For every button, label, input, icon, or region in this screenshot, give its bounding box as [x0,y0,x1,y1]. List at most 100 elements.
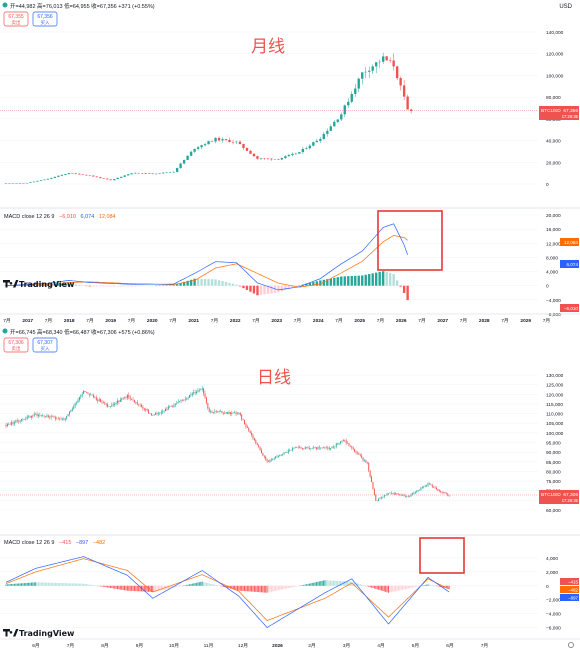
macd-histogram-bar [107,585,109,588]
macd-histogram-bar [22,583,24,586]
candle [193,392,195,394]
candle [372,482,374,490]
macd-histogram-bar [47,582,49,586]
candle [293,447,295,449]
macd-histogram-bar [127,285,130,287]
time-axis-label: 7月 [3,318,10,324]
candle [159,412,161,414]
price-axis-label: 75,000 [546,479,561,485]
daily-signal-value: −482 [93,540,105,546]
candle [189,151,193,156]
candle [29,416,31,418]
macd-histogram-bar [329,278,332,286]
candle [179,401,181,402]
candle [262,453,264,456]
candle [221,411,223,414]
macd-histogram-bar [129,585,131,591]
candle [326,130,329,134]
candle [359,454,361,456]
settings-gear-button[interactable] [568,641,575,648]
macd-histogram-bar [91,585,93,586]
macd-histogram-bar [37,582,39,586]
candle [194,392,196,394]
candle [448,495,450,497]
candle [218,411,220,412]
candle [390,492,392,494]
macd-histogram-bar [310,583,312,586]
macd-histogram-bar [80,583,82,586]
candle [328,447,330,450]
candle [123,175,126,177]
macd-histogram-bar [369,585,371,588]
macd-histogram-bar [74,583,76,586]
candle [166,409,168,410]
macd-histogram-bar [11,583,13,586]
candle [277,159,280,160]
macd-histogram-bar [174,585,176,588]
macd-histogram-bar [308,282,312,286]
macd-histogram-bar [252,585,254,592]
macd-histogram-bar [307,583,309,586]
macd-histogram-bar [198,582,200,586]
candle [95,397,97,400]
candle [260,449,262,454]
candle [294,153,298,155]
candle [385,56,388,61]
candle [15,420,17,423]
tradingview-logo-icon [3,280,19,288]
candle [273,458,275,460]
price-axis-label: 100,000 [546,73,564,79]
monthly-buy-button[interactable]: 67,356 买入 [32,11,58,27]
candle [148,173,151,174]
macd-histogram-bar [293,585,295,587]
candle [189,394,190,398]
candle [227,412,229,414]
candle [124,397,126,398]
macd-axis-label: −6,000 [546,626,561,632]
macd-histogram-bar [327,580,329,586]
candle [378,61,381,63]
candle [354,88,357,94]
macd-histogram-bar [251,585,253,592]
price-tag-symbol: BTCUSD [541,492,561,498]
candle [144,173,147,174]
macd-histogram-bar [196,278,200,286]
candle [310,448,312,449]
macd-histogram-bar [294,285,298,287]
tradingview-logo[interactable]: TradingView [3,629,75,638]
macd-histogram-bar [124,585,126,591]
macd-histogram-bar [320,581,322,586]
candle [8,183,11,184]
macd-histogram-bar [85,584,87,586]
macd-histogram-bar [380,585,382,591]
macd-histogram-bar [214,279,217,286]
macd-histogram-bar [133,585,135,592]
candle [414,491,416,493]
buy-label: 买入 [41,345,50,352]
macd-histogram-bar [265,585,267,593]
macd-histogram-bar [203,278,207,286]
daily-sell-button[interactable]: 67,306 卖出 [3,337,29,353]
candle [380,497,382,499]
macd-histogram-bar [43,284,46,286]
macd-histogram-bar [260,585,262,593]
candle [342,439,344,441]
macd-histogram-bar [259,285,263,295]
price-axis-label: 110,000 [546,412,563,418]
macd-histogram-bar [414,585,416,588]
candle [358,453,360,455]
macd-histogram-bar [78,583,80,586]
daily-buy-button[interactable]: 67,307 买入 [32,337,58,353]
candle [423,486,425,488]
candle [69,411,70,415]
candle [292,448,293,451]
tradingview-logo[interactable]: TradingView [3,280,75,289]
candle [403,494,405,496]
macd-histogram-bar [138,585,140,592]
monthly-sell-button[interactable]: 67,355 卖出 [3,11,29,27]
macd-histogram-bar [67,583,69,586]
macd-histogram-bar [399,285,402,287]
candle [318,447,320,448]
daily-price-tag: BTCUSD 67,306 17:26:35 [539,490,579,504]
candle [268,461,269,462]
